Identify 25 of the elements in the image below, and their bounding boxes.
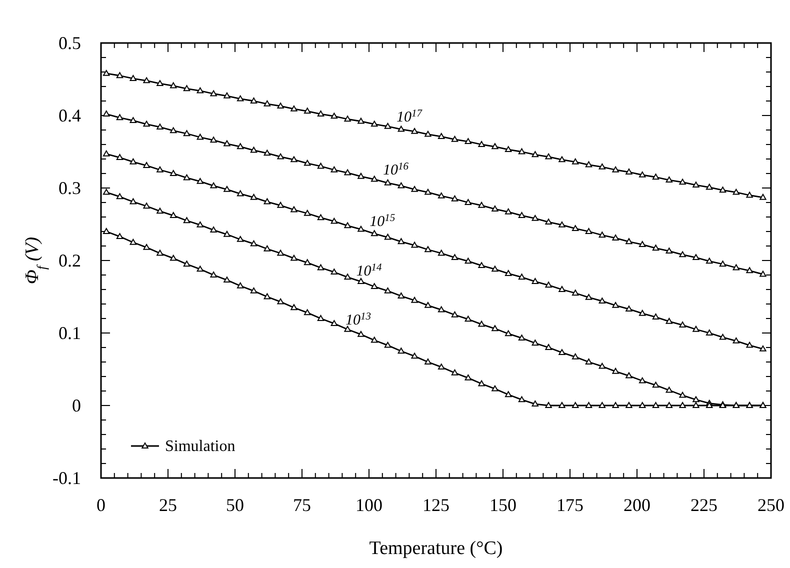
- x-axis-title: Temperature (°C): [369, 538, 503, 559]
- x-tick-label: 50: [226, 495, 244, 515]
- y-tick-label: 0: [72, 396, 81, 416]
- annotation: 10$^{16}$: [383, 161, 410, 179]
- annotation: 10$^{14}$: [356, 262, 382, 280]
- y-tick-label: 0.1: [58, 323, 81, 343]
- legend-label: Simulation: [165, 438, 236, 455]
- x-tick-label: 150: [490, 495, 516, 515]
- x-tick-label: 250: [758, 495, 784, 515]
- annotation: 10$^{15}$: [370, 212, 396, 230]
- x-tick-label: 225: [690, 495, 718, 515]
- y-tick-label: 0.4: [58, 106, 81, 126]
- y-tick-label: 0.2: [58, 250, 81, 270]
- x-tick-label: 125: [422, 495, 450, 515]
- y-tick-label: 0.3: [58, 178, 81, 198]
- x-tick-label: 75: [293, 495, 311, 515]
- y-tick-label: 0.5: [58, 33, 81, 53]
- x-tick-label: 200: [624, 495, 650, 515]
- x-tick-label: 175: [556, 495, 584, 515]
- x-tick-label: 0: [96, 495, 106, 515]
- annotation: 10$^{17}$: [396, 108, 423, 126]
- x-tick-label: 25: [159, 495, 177, 515]
- y-tick-label: -0.1: [52, 468, 81, 488]
- x-tick-label: 100: [356, 495, 382, 515]
- annotation: 10$^{13}$: [346, 311, 372, 329]
